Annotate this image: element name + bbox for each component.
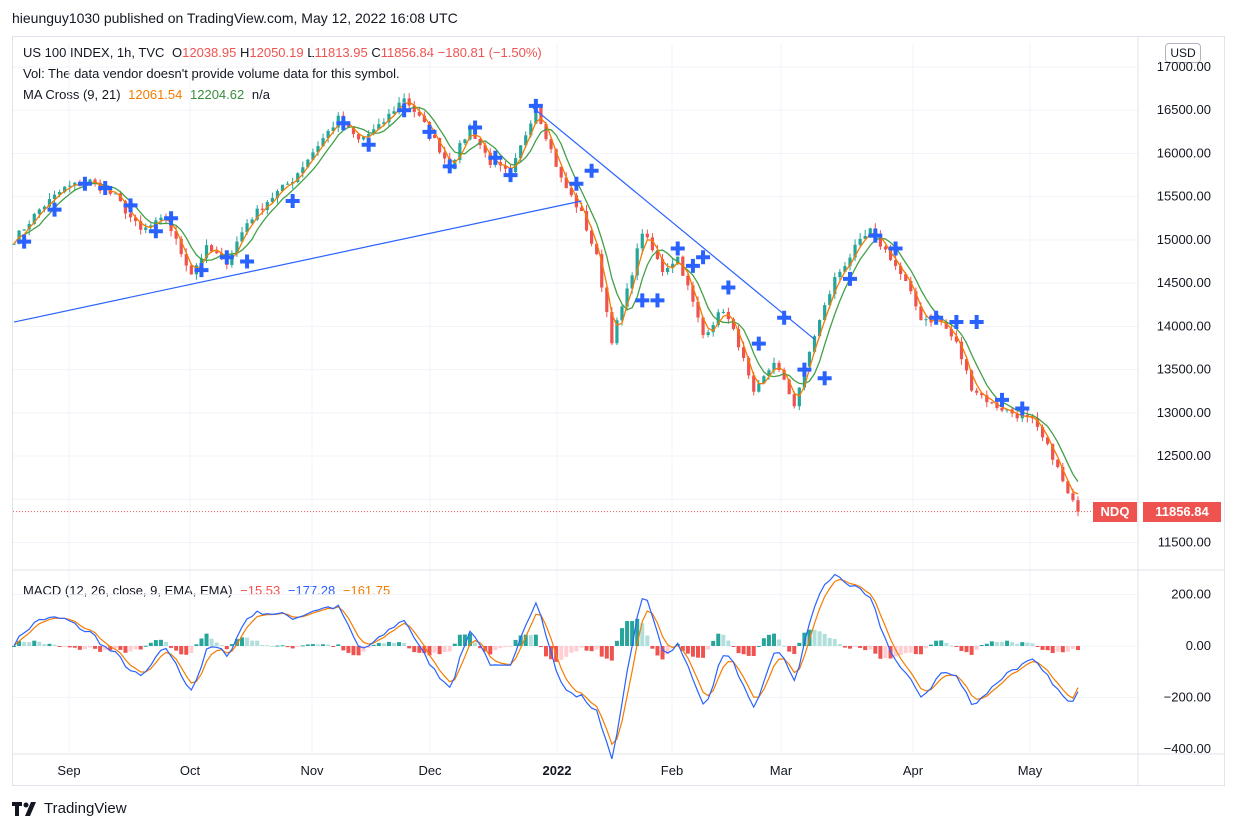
last-price-tag: 11856.84 xyxy=(1143,502,1221,522)
ohlc-values: O12038.95 H12050.19 L11813.95 C11856.84 … xyxy=(172,45,542,60)
low-value: 11813.95 xyxy=(314,45,368,60)
macd-value: −177.28 xyxy=(287,583,336,598)
last-price-symbol-tag: NDQ xyxy=(1093,502,1137,522)
tradingview-logo-icon xyxy=(12,801,36,816)
ma-fast-value: 12061.54 xyxy=(128,87,183,102)
close-label: C xyxy=(371,45,381,60)
macd-label: MACD (12, 26, close, 9, EMA, EMA) xyxy=(23,583,233,598)
ma-cross-label: MA Cross (9, 21) xyxy=(23,87,121,102)
macd-hist-value: −15.53 xyxy=(240,583,281,598)
tradingview-logo[interactable]: TradingView xyxy=(12,800,127,817)
high-label: H xyxy=(239,45,250,60)
macd-signal-value: −161.75 xyxy=(342,583,391,598)
high-value: 12050.19 xyxy=(249,45,304,60)
change-value: −180.81 (−1.50%) xyxy=(437,45,542,60)
ma-na-value: n/a xyxy=(251,87,270,102)
ohlc-legend: US 100 INDEX, 1h, TVC O12038.95 H12050.1… xyxy=(23,44,546,62)
low-label: L xyxy=(307,45,315,60)
currency-button[interactable]: USD xyxy=(1165,43,1201,63)
symbol-label[interactable]: US 100 INDEX, 1h, TVC xyxy=(23,45,165,60)
ma-cross-legend[interactable]: MA Cross (9, 21) 12061.54 12204.62 n/a xyxy=(23,86,274,104)
volume-note: Vol: The data vendor doesn't provide vol… xyxy=(23,66,400,81)
open-label: O xyxy=(172,45,183,60)
ma-slow-value: 12204.62 xyxy=(190,87,245,102)
publisher-line: hieunguy1030 published on TradingView.co… xyxy=(12,10,458,26)
close-value: 11856.84 xyxy=(380,45,435,60)
macd-legend[interactable]: MACD (12, 26, close, 9, EMA, EMA) −15.53… xyxy=(23,582,394,600)
tradingview-brand-text: TradingView xyxy=(44,800,127,817)
open-value: 12038.95 xyxy=(182,45,237,60)
chart-frame xyxy=(12,36,1225,786)
